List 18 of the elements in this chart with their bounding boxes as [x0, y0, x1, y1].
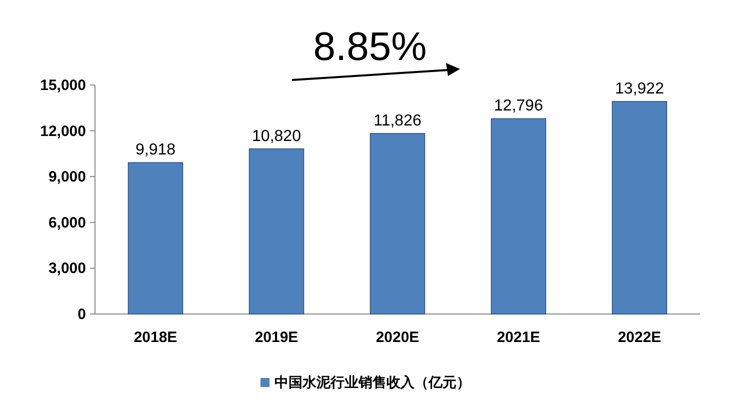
x-tick-label: 2019E: [254, 329, 298, 346]
y-tick-label: 9,000: [48, 168, 86, 186]
data-label: 10,820: [252, 128, 302, 145]
x-tick-label: 2018E: [134, 329, 178, 346]
data-label: 13,922: [615, 80, 664, 98]
text: 8.85%: [313, 25, 427, 69]
x-tick-label: 2022E: [618, 329, 662, 346]
data-label: 9,918: [135, 142, 176, 159]
y-tick-label: 15,000: [40, 77, 86, 94]
y-tick-label: 0: [78, 306, 86, 323]
y-tick-label: 6,000: [48, 214, 86, 232]
legend-label: 中国水泥行业销售收入（亿元）: [274, 374, 470, 390]
x-tick-label: 2020E: [376, 329, 420, 346]
y-tick-label: 12,000: [40, 122, 86, 140]
data-label: 12,796: [494, 98, 544, 115]
y-tick-label: 3,000: [48, 260, 86, 278]
data-label: 11,826: [374, 112, 422, 130]
x-tick-label: 2021E: [496, 329, 540, 346]
